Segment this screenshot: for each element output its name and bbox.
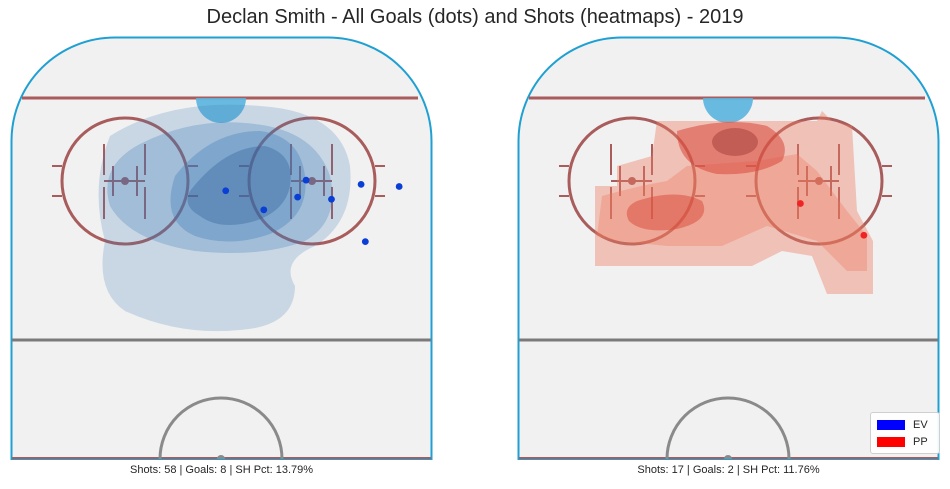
- goal-dot: [797, 200, 804, 207]
- goal-crease: [196, 98, 246, 123]
- chart-title: Declan Smith - All Goals (dots) and Shot…: [206, 6, 744, 28]
- legend-item-ev: EV: [877, 418, 928, 432]
- caption-ev: Shots: 58 | Goals: 8 | SH Pct: 13.79%: [129, 464, 314, 476]
- goal-dot: [294, 193, 302, 201]
- center-circle: [665, 396, 791, 460]
- legend-swatch-ev: [877, 420, 905, 430]
- goal-dots-pp: [797, 200, 868, 239]
- center-dot: [724, 455, 732, 459]
- goal-dots-ev: [222, 176, 403, 246]
- legend-label-ev: EV: [913, 419, 928, 431]
- goal-dot: [222, 187, 230, 195]
- rink-ev: [10, 36, 433, 460]
- goal-dot: [395, 183, 403, 190]
- goal-dot: [357, 181, 365, 188]
- shot-heatmap-ev: [98, 104, 351, 332]
- caption-pp: Shots: 17 | Goals: 2 | SH Pct: 11.76%: [637, 464, 820, 476]
- goal-crease: [703, 98, 753, 123]
- faceoff-circle-right: [746, 116, 892, 246]
- shot-heatmap-pp: [595, 111, 873, 294]
- rink-surface: [517, 36, 940, 460]
- faceoff-circle-left: [52, 116, 198, 246]
- goal-dot: [328, 195, 335, 203]
- legend-label-pp: PP: [913, 436, 928, 448]
- goal-dot: [260, 206, 268, 214]
- legend: EV PP: [870, 412, 940, 454]
- goal-dot: [302, 176, 310, 184]
- faceoff-circle-right: [239, 116, 385, 246]
- center-dot: [217, 455, 225, 459]
- legend-item-pp: PP: [877, 435, 928, 449]
- center-circle: [158, 396, 284, 460]
- goal-dot: [860, 231, 868, 239]
- legend-swatch-pp: [877, 437, 905, 447]
- rink-pp: [517, 36, 940, 460]
- rink-surface: [10, 36, 433, 460]
- goal-dot: [361, 238, 369, 246]
